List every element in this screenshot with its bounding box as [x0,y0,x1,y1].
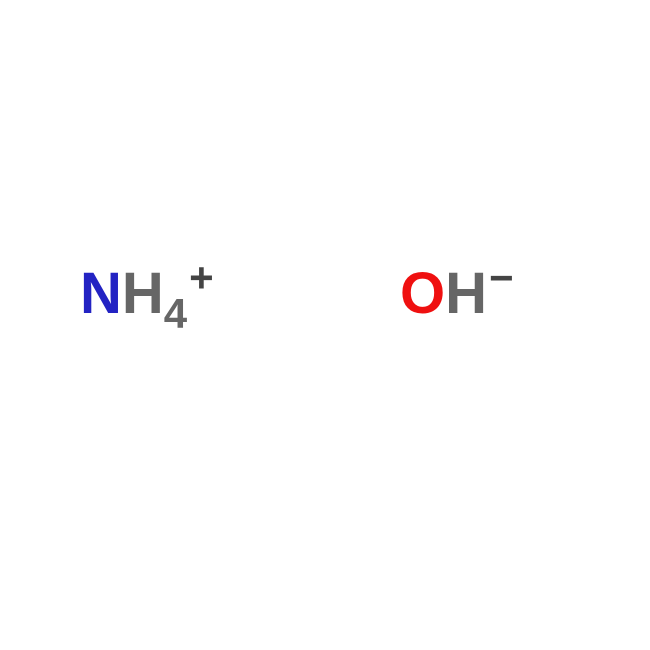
ammonium-subscript: 4 [164,293,187,335]
hydroxide-ion: O H − [400,265,514,323]
oxygen-symbol: O [400,265,445,323]
ammonium-ion: N H 4 + [80,265,214,335]
nitrogen-symbol: N [80,265,122,323]
hydrogen-symbol-2: H [445,265,487,323]
chemical-formula-canvas: N H 4 + O H − [0,0,650,650]
ammonium-charge: + [189,257,214,299]
hydroxide-charge: − [489,257,514,299]
hydrogen-symbol: H [122,265,164,323]
